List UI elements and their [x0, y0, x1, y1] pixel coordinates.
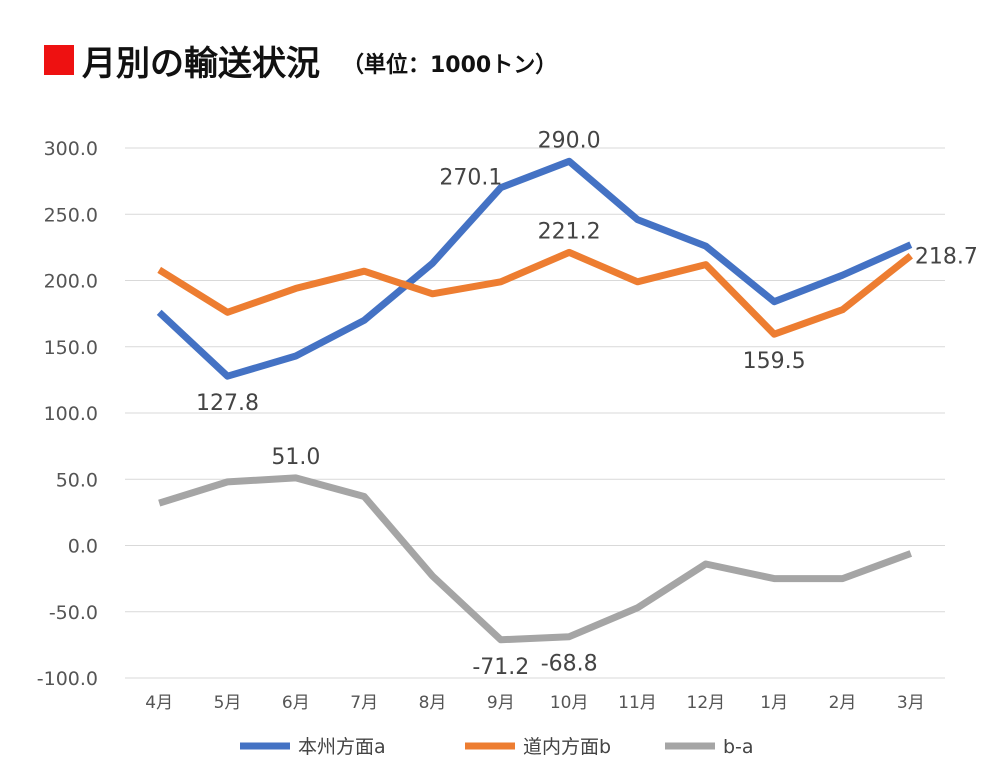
x-tick-label: 12月 [687, 693, 726, 713]
x-tick-label: 2月 [829, 693, 857, 713]
data-label: 159.5 [743, 349, 806, 374]
y-tick-label: 0.0 [68, 536, 98, 558]
data-label: -68.8 [541, 652, 598, 677]
chart-title: 月別の輸送状況 [82, 43, 320, 84]
series-line-1 [156, 157, 913, 380]
data-label: 221.2 [538, 219, 601, 244]
legend-label: b-a [723, 736, 754, 758]
title-marker-square [44, 45, 74, 75]
y-tick-label: -50.0 [49, 602, 98, 624]
x-tick-label: 7月 [350, 693, 378, 713]
y-tick-label: 200.0 [44, 271, 98, 293]
y-tick-label: 300.0 [44, 138, 98, 160]
x-tick-label: 3月 [897, 693, 925, 713]
data-label: 218.7 [915, 245, 978, 270]
x-tick-label: 5月 [214, 693, 242, 713]
x-tick-label: 11月 [618, 693, 657, 713]
y-tick-label: 50.0 [56, 469, 98, 491]
y-tick-label: 100.0 [44, 403, 98, 425]
data-label: -71.2 [472, 655, 529, 680]
data-label: 270.1 [439, 166, 502, 191]
series-line-2 [157, 248, 913, 338]
legend-label: 道内方面b [523, 736, 611, 758]
x-tick-label: 6月 [282, 693, 310, 713]
x-tick-label: 9月 [487, 693, 515, 713]
data-label: 290.0 [538, 128, 601, 153]
legend-label: 本州方面a [298, 736, 386, 758]
x-tick-label: 4月 [145, 693, 173, 713]
x-tick-label: 1月 [760, 693, 788, 713]
chart-subtitle: （単位：1000トン） [342, 53, 558, 78]
data-label: 51.0 [271, 445, 320, 470]
series-line-3 [158, 474, 913, 644]
x-tick-label: 8月 [419, 693, 447, 713]
y-tick-label: -100.0 [37, 668, 98, 690]
x-tick-label: 10月 [550, 693, 589, 713]
y-tick-label: 250.0 [44, 204, 98, 226]
y-tick-label: 150.0 [44, 337, 98, 359]
data-label: 127.8 [196, 391, 259, 416]
chart-title-block: 月別の輸送状況 （単位：1000トン） [44, 30, 557, 90]
